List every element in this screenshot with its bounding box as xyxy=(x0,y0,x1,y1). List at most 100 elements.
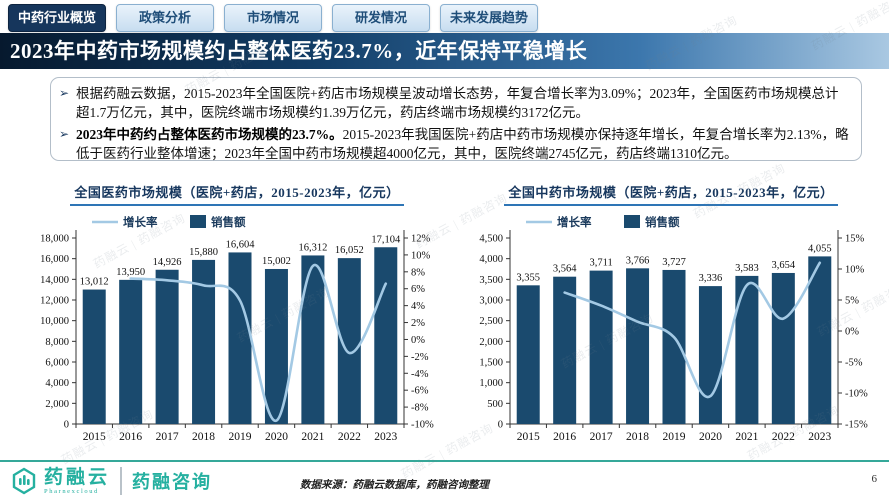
svg-text:-6%: -6% xyxy=(411,386,429,397)
svg-text:4,000: 4,000 xyxy=(479,254,503,265)
svg-text:2018: 2018 xyxy=(626,431,649,443)
svg-text:-15%: -15% xyxy=(845,420,868,431)
svg-text:3,500: 3,500 xyxy=(479,275,503,286)
svg-text:2015: 2015 xyxy=(83,431,106,443)
svg-text:500: 500 xyxy=(487,399,503,410)
svg-text:3,654: 3,654 xyxy=(772,260,796,271)
svg-text:2021: 2021 xyxy=(735,431,758,443)
svg-text:4,055: 4,055 xyxy=(808,243,832,254)
bullet-2-lead: 2023年中药约占整体医药市场规模的23.7%。 xyxy=(76,127,343,142)
svg-text:销售额: 销售额 xyxy=(645,215,680,229)
svg-text:2023: 2023 xyxy=(808,431,831,443)
svg-text:0: 0 xyxy=(498,420,503,431)
svg-text:-8%: -8% xyxy=(411,403,429,414)
svg-text:10,000: 10,000 xyxy=(40,316,69,327)
svg-text:15,002: 15,002 xyxy=(262,256,291,267)
bullet-item-2: ➢ 2023年中药约占整体医药市场规模的23.7%。2015-2023年我国医院… xyxy=(59,125,851,163)
svg-text:16,000: 16,000 xyxy=(40,254,69,265)
svg-text:13,950: 13,950 xyxy=(116,267,145,278)
svg-text:2016: 2016 xyxy=(119,431,142,443)
svg-text:2023: 2023 xyxy=(374,431,397,443)
svg-text:2,500: 2,500 xyxy=(479,316,503,327)
svg-text:2015: 2015 xyxy=(517,431,540,443)
bullet-arrow-icon: ➢ xyxy=(59,86,70,100)
svg-text:2017: 2017 xyxy=(590,431,613,443)
svg-text:14,926: 14,926 xyxy=(153,257,182,268)
tab-industry-overview[interactable]: 中药行业概览 xyxy=(8,4,106,32)
svg-text:2017: 2017 xyxy=(156,431,179,443)
bullet-2-rest: 2015-2023年我国医院+药店中药市场规模亦保持逐年增长，年复合增长率为2.… xyxy=(76,127,849,161)
svg-text:2019: 2019 xyxy=(229,431,252,443)
chart-tcm-market: 全国中药市场规模（医院+药店，2015-2023年，亿元） 0 500 1,000 1… xyxy=(460,182,882,454)
summary-box: ➢ 根据药融云数据，2015-2023年全国医院+药店市场规模呈波动增长态势，年… xyxy=(50,77,862,161)
svg-text:18,000: 18,000 xyxy=(40,234,69,245)
bullet-item-1: ➢ 根据药融云数据，2015-2023年全国医院+药店市场规模呈波动增长态势，年… xyxy=(59,84,851,122)
svg-text:16,312: 16,312 xyxy=(298,242,327,253)
svg-text:3,583: 3,583 xyxy=(735,263,759,274)
page-title-text: 2023年中药市场规模约占整体医药23.7%，近年保持平稳增长 xyxy=(10,39,588,63)
chart-title-right: 全国中药市场规模（医院+药店，2015-2023年，亿元） xyxy=(460,182,882,206)
svg-text:3,000: 3,000 xyxy=(479,296,503,307)
brand-divider xyxy=(120,467,123,495)
tab-future-trends[interactable]: 未来发展趋势 xyxy=(440,4,538,32)
svg-text:-4%: -4% xyxy=(411,369,429,380)
svg-text:1,000: 1,000 xyxy=(479,378,503,389)
tab-bar: 中药行业概览 政策分析 市场情况 研发情况 未来发展趋势 xyxy=(8,4,538,32)
svg-text:2020: 2020 xyxy=(265,431,288,443)
svg-text:-10%: -10% xyxy=(411,420,434,431)
svg-text:15%: 15% xyxy=(845,234,865,245)
svg-text:增长率: 增长率 xyxy=(557,215,592,229)
svg-text:4%: 4% xyxy=(411,301,425,312)
brand-cn: 药融云 xyxy=(44,466,111,488)
svg-text:8,000: 8,000 xyxy=(45,337,69,348)
brand-consulting: 药融咨询 xyxy=(132,472,213,492)
page-number: 6 xyxy=(871,473,878,485)
svg-text:增长率: 增长率 xyxy=(123,215,158,229)
chart-title-left: 全国医药市场规模（医院+药店，2015-2023年，亿元） xyxy=(26,182,448,206)
svg-text:12,000: 12,000 xyxy=(40,296,69,307)
svg-text:2020: 2020 xyxy=(699,431,722,443)
svg-text:16,052: 16,052 xyxy=(335,245,364,256)
svg-text:3,711: 3,711 xyxy=(589,258,612,269)
svg-text:0%: 0% xyxy=(845,327,859,338)
svg-text:8%: 8% xyxy=(411,267,425,278)
svg-text:3,766: 3,766 xyxy=(626,255,650,266)
chart-title-text: 全国中药市场规模（医院+药店，2015-2023年，亿元） xyxy=(504,182,838,206)
svg-text:-5%: -5% xyxy=(845,358,863,369)
svg-text:15,880: 15,880 xyxy=(189,247,218,258)
svg-text:-10%: -10% xyxy=(845,389,868,400)
tab-market-situation[interactable]: 市场情况 xyxy=(224,4,322,32)
page-title: 2023年中药市场规模约占整体医药23.7%，近年保持平稳增长 xyxy=(0,33,889,69)
svg-text:10%: 10% xyxy=(845,265,865,276)
svg-text:4,500: 4,500 xyxy=(479,234,503,245)
svg-text:6,000: 6,000 xyxy=(45,358,69,369)
svg-text:5%: 5% xyxy=(845,296,859,307)
svg-text:0%: 0% xyxy=(411,335,425,346)
svg-text:17,104: 17,104 xyxy=(371,234,401,245)
svg-text:12%: 12% xyxy=(411,234,431,245)
footer: 药融云 Pharnexcloud 药融咨询 数据来源：药融云数据库，药融咨询整理… xyxy=(0,465,889,500)
svg-text:2016: 2016 xyxy=(553,431,576,443)
svg-text:2,000: 2,000 xyxy=(479,337,503,348)
svg-text:2019: 2019 xyxy=(663,431,686,443)
chart-canvas-right: 0 500 1,000 1,500 2,000 2,500 3,000 3,500 4,000 4… xyxy=(479,215,868,443)
data-source-note: 数据来源：药融云数据库，药融咨询整理 xyxy=(300,480,489,491)
svg-text:6%: 6% xyxy=(411,284,425,295)
svg-text:2022: 2022 xyxy=(338,431,361,443)
bullet-text-1: 根据药融云数据，2015-2023年全国医院+药店市场规模呈波动增长态势，年复合… xyxy=(76,86,839,120)
svg-text:2,000: 2,000 xyxy=(45,399,69,410)
svg-text:2018: 2018 xyxy=(192,431,215,443)
tab-policy-analysis[interactable]: 政策分析 xyxy=(116,4,214,32)
footer-divider xyxy=(0,460,889,462)
chart-national-pharma-market: 全国医药市场规模（医院+药店，2015-2023年，亿元） 0 2,000 4,00… xyxy=(26,182,448,454)
svg-text:2021: 2021 xyxy=(301,431,324,443)
tab-rd-situation[interactable]: 研发情况 xyxy=(332,4,430,32)
svg-text:3,564: 3,564 xyxy=(553,264,577,275)
brand-block: 药融云 Pharnexcloud 药融咨询 xyxy=(10,467,212,495)
bullet-arrow-icon: ➢ xyxy=(59,127,70,141)
svg-text:10%: 10% xyxy=(411,250,431,261)
brand-en: Pharnexcloud xyxy=(44,487,99,495)
chart-title-text: 全国医药市场规模（医院+药店，2015-2023年，亿元） xyxy=(70,182,404,206)
svg-text:3,355: 3,355 xyxy=(516,272,540,283)
